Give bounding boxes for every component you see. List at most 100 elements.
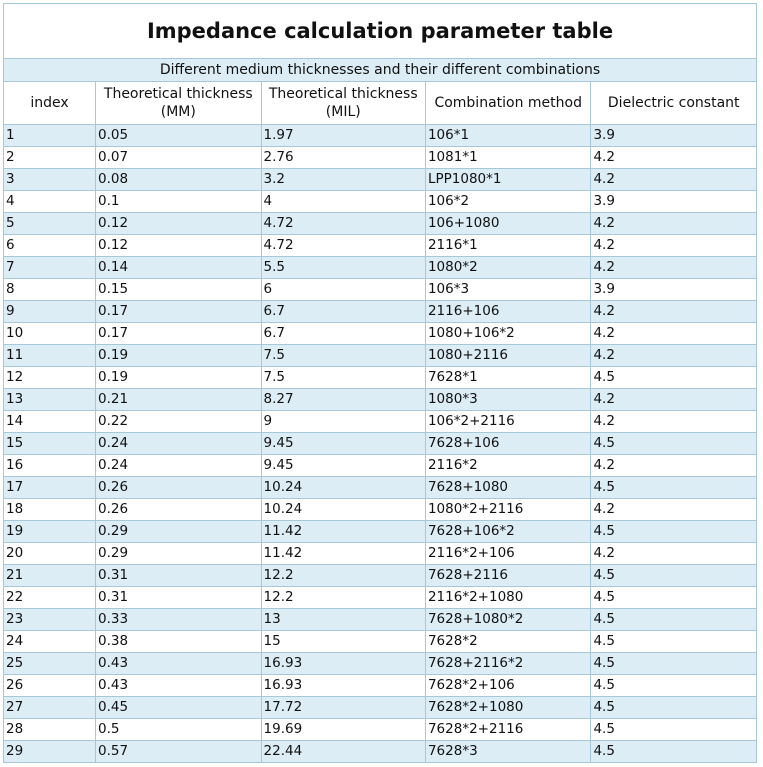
cell-dielectric-constant: 4.2	[590, 454, 757, 477]
table-row: 11 0.19 7.5 1080+2116 4.2	[2, 344, 757, 367]
table-row: 9 0.17 6.7 2116+106 4.2	[2, 300, 757, 323]
cell-index: 25	[2, 652, 97, 675]
cell-dielectric-constant: 3.9	[590, 278, 757, 301]
cell-combination-method: 7628+2116	[424, 564, 592, 587]
cell-thickness-mm: 0.57	[95, 740, 262, 763]
cell-dielectric-constant: 4.5	[590, 366, 757, 389]
cell-combination-method: 1081*1	[424, 146, 592, 169]
cell-thickness-mm: 0.05	[95, 124, 262, 147]
cell-combination-method: 1080*2+2116	[424, 498, 592, 521]
cell-thickness-mil: 5.5	[260, 256, 426, 279]
subtitle-row: Different medium thicknesses and their d…	[3, 58, 757, 82]
cell-dielectric-constant: 3.9	[590, 190, 757, 213]
cell-dielectric-constant: 4.2	[590, 542, 757, 565]
cell-thickness-mil: 15	[260, 630, 426, 653]
cell-thickness-mil: 13	[260, 608, 426, 631]
table-row: 16 0.24 9.45 2116*2 4.2	[2, 454, 757, 477]
cell-index: 12	[2, 366, 97, 389]
cell-dielectric-constant: 3.9	[590, 124, 757, 147]
table-row: 3 0.08 3.2 LPP1080*1 4.2	[2, 168, 757, 191]
table-row: 15 0.24 9.45 7628+106 4.5	[2, 432, 757, 455]
cell-index: 19	[2, 520, 97, 543]
cell-index: 9	[2, 300, 97, 323]
cell-index: 23	[2, 608, 97, 631]
cell-index: 13	[2, 388, 97, 411]
table-row: 21 0.31 12.2 7628+2116 4.5	[2, 564, 757, 587]
table-row: 25 0.43 16.93 7628+2116*2 4.5	[2, 652, 757, 675]
cell-index: 14	[2, 410, 97, 433]
cell-thickness-mil: 11.42	[260, 542, 426, 565]
cell-combination-method: 1080+2116	[424, 344, 592, 367]
cell-thickness-mm: 0.31	[95, 564, 262, 587]
cell-dielectric-constant: 4.5	[590, 432, 757, 455]
cell-thickness-mil: 4	[260, 190, 426, 213]
cell-thickness-mil: 9	[260, 410, 426, 433]
cell-thickness-mil: 8.27	[260, 388, 426, 411]
cell-thickness-mil: 3.2	[260, 168, 426, 191]
cell-thickness-mm: 0.26	[95, 476, 262, 499]
cell-index: 22	[2, 586, 97, 609]
cell-thickness-mm: 0.33	[95, 608, 262, 631]
cell-dielectric-constant: 4.5	[590, 476, 757, 499]
table-row: 4 0.1 4 106*2 3.9	[2, 190, 757, 213]
cell-index: 29	[2, 740, 97, 763]
cell-dielectric-constant: 4.2	[590, 498, 757, 521]
cell-thickness-mil: 9.45	[260, 432, 426, 455]
header-index: index	[2, 81, 97, 125]
cell-combination-method: 1080*2	[424, 256, 592, 279]
cell-thickness-mm: 0.14	[95, 256, 262, 279]
cell-dielectric-constant: 4.2	[590, 300, 757, 323]
table-row: 12 0.19 7.5 7628*1 4.5	[2, 366, 757, 389]
cell-index: 4	[2, 190, 97, 213]
cell-dielectric-constant: 4.5	[590, 520, 757, 543]
cell-thickness-mil: 6	[260, 278, 426, 301]
table-row: 13 0.21 8.27 1080*3 4.2	[2, 388, 757, 411]
cell-dielectric-constant: 4.2	[590, 146, 757, 169]
cell-thickness-mm: 0.43	[95, 652, 262, 675]
cell-combination-method: 7628*2+106	[424, 674, 592, 697]
cell-combination-method: 2116*2+1080	[424, 586, 592, 609]
cell-thickness-mil: 4.72	[260, 212, 426, 235]
table-row: 10 0.17 6.7 1080+106*2 4.2	[2, 322, 757, 345]
cell-index: 21	[2, 564, 97, 587]
cell-combination-method: 106*3	[424, 278, 592, 301]
table-title: Impedance calculation parameter table	[3, 3, 757, 59]
cell-index: 5	[2, 212, 97, 235]
cell-index: 10	[2, 322, 97, 345]
cell-thickness-mm: 0.29	[95, 520, 262, 543]
cell-thickness-mm: 0.15	[95, 278, 262, 301]
impedance-parameter-table: Impedance calculation parameter table Di…	[2, 3, 757, 763]
cell-dielectric-constant: 4.2	[590, 234, 757, 257]
table-row: 29 0.57 22.44 7628*3 4.5	[2, 740, 757, 763]
cell-thickness-mil: 12.2	[260, 586, 426, 609]
cell-combination-method: 7628+2116*2	[424, 652, 592, 675]
cell-dielectric-constant: 4.2	[590, 168, 757, 191]
cell-combination-method: 2116*2+106	[424, 542, 592, 565]
cell-dielectric-constant: 4.5	[590, 630, 757, 653]
cell-combination-method: 7628+1080*2	[424, 608, 592, 631]
table-row: 8 0.15 6 106*3 3.9	[2, 278, 757, 301]
cell-thickness-mm: 0.12	[95, 234, 262, 257]
table-row: 2 0.07 2.76 1081*1 4.2	[2, 146, 757, 169]
cell-thickness-mil: 7.5	[260, 344, 426, 367]
cell-thickness-mil: 11.42	[260, 520, 426, 543]
cell-index: 27	[2, 696, 97, 719]
table-row: 27 0.45 17.72 7628*2+1080 4.5	[2, 696, 757, 719]
cell-index: 17	[2, 476, 97, 499]
cell-combination-method: 1080*3	[424, 388, 592, 411]
cell-thickness-mil: 22.44	[260, 740, 426, 763]
cell-combination-method: 1080+106*2	[424, 322, 592, 345]
table-row: 5 0.12 4.72 106+1080 4.2	[2, 212, 757, 235]
cell-combination-method: 7628*2	[424, 630, 592, 653]
cell-thickness-mm: 0.31	[95, 586, 262, 609]
table-row: 20 0.29 11.42 2116*2+106 4.2	[2, 542, 757, 565]
cell-dielectric-constant: 4.5	[590, 740, 757, 763]
cell-dielectric-constant: 4.5	[590, 696, 757, 719]
cell-thickness-mm: 0.21	[95, 388, 262, 411]
cell-thickness-mm: 0.19	[95, 366, 262, 389]
cell-index: 3	[2, 168, 97, 191]
cell-dielectric-constant: 4.2	[590, 212, 757, 235]
header-row: index Theoretical thickness (MM) Theoret…	[2, 81, 757, 125]
cell-thickness-mm: 0.07	[95, 146, 262, 169]
cell-thickness-mm: 0.26	[95, 498, 262, 521]
